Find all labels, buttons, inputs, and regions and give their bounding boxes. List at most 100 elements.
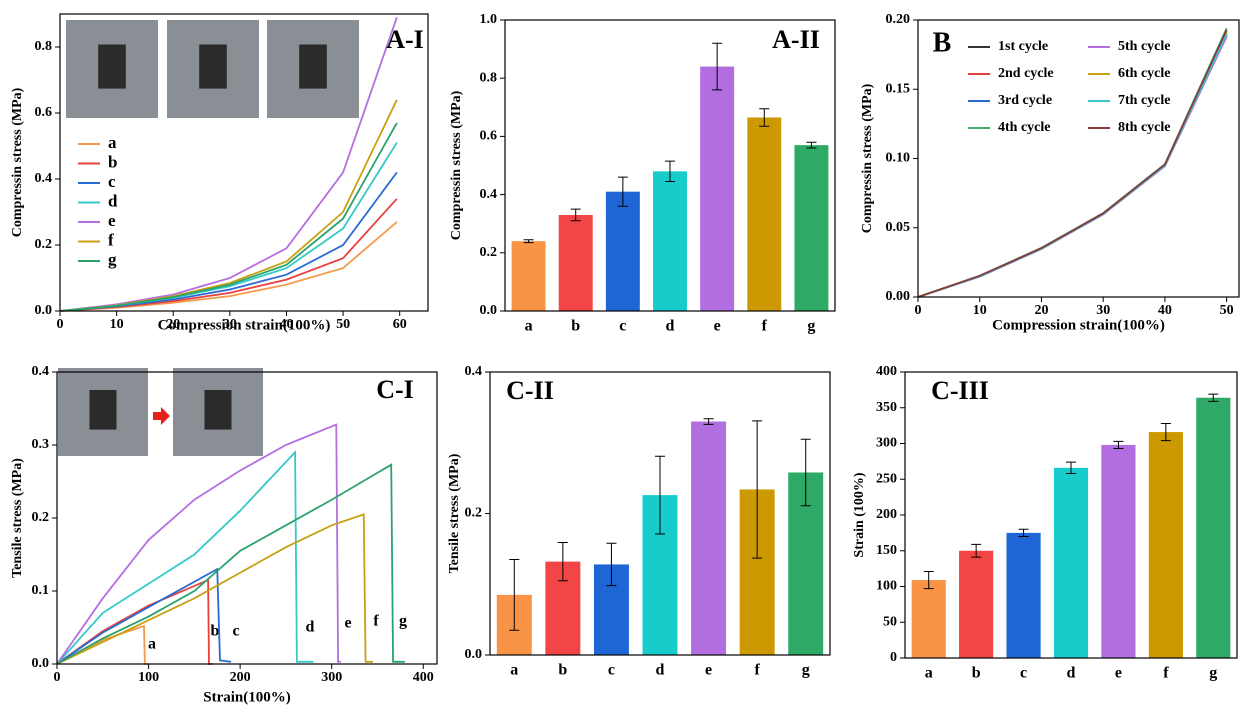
y-axis-title: Compressin stress (MPa) — [10, 87, 25, 237]
line — [917, 33, 1228, 298]
bar — [1101, 444, 1136, 658]
photo-detail — [204, 390, 232, 430]
y-tick-label: 0.8 — [35, 39, 53, 54]
line — [917, 27, 1228, 298]
error-bar — [1208, 393, 1219, 402]
line — [917, 30, 1228, 298]
y-tick-label: 400 — [876, 364, 897, 379]
y-tick-label: 0.0 — [465, 647, 483, 662]
panel-title: A-II — [772, 25, 820, 54]
x-tick-label: 0 — [915, 303, 922, 318]
line — [917, 36, 1228, 298]
x-tick-label: g — [1209, 665, 1217, 682]
panel-title: A-I — [386, 25, 424, 54]
plot-frame — [489, 371, 831, 656]
error-bar — [1160, 422, 1171, 442]
x-tick-label: d — [666, 318, 675, 335]
legend-label: 3rd cycle — [998, 93, 1052, 108]
bar — [747, 117, 782, 311]
error-bar — [1066, 461, 1076, 475]
y-tick-label: 150 — [876, 543, 897, 558]
y-tick-label: 0.8 — [480, 70, 498, 85]
x-tick-label: a — [510, 662, 518, 679]
error-bar — [712, 42, 723, 91]
y-tick-label: 0.2 — [35, 237, 53, 252]
error-bar — [923, 570, 934, 590]
legend-label: 5th cycle — [1118, 39, 1170, 54]
y-tick-label: 0.20 — [886, 12, 911, 27]
x-tick-label: 20 — [1034, 303, 1048, 318]
error-bar — [523, 239, 534, 244]
y-tick-label: 0.10 — [886, 151, 911, 166]
y-tick-label: 0.15 — [886, 81, 911, 96]
line-label: c — [232, 623, 239, 640]
y-tick-label: 350 — [876, 400, 897, 415]
error-bar — [665, 160, 675, 183]
x-axis-title: Compression strain(100%) — [992, 317, 1165, 333]
x-tick-label: 0 — [54, 670, 61, 685]
line — [56, 423, 341, 665]
x-tick-label: f — [1163, 665, 1169, 682]
error-bar — [570, 208, 581, 222]
x-tick-label: e — [705, 662, 712, 679]
legend-label: 1st cycle — [998, 39, 1048, 54]
y-tick-label: 250 — [876, 471, 897, 486]
x-tick-label: 10 — [110, 317, 124, 332]
line — [917, 33, 1228, 298]
x-tick-label: g — [807, 318, 815, 335]
x-tick-label: 0 — [57, 317, 64, 332]
x-tick-label: 30 — [223, 317, 237, 332]
y-tick-label: 0.2 — [480, 245, 498, 260]
line-label: f — [373, 613, 379, 630]
bar — [700, 66, 735, 311]
y-axis-title: Compressin stress (MPa) — [860, 83, 875, 233]
x-tick-label: 50 — [336, 317, 350, 332]
panel-title: B — [933, 27, 952, 58]
error-bar — [1113, 440, 1124, 450]
line — [59, 122, 398, 312]
line-label: d — [306, 619, 315, 636]
legend-label: f — [108, 230, 114, 249]
y-tick-label: 0.4 — [465, 364, 483, 379]
legend-label: a — [108, 133, 117, 152]
bar — [1053, 467, 1089, 658]
x-tick-label: c — [1020, 665, 1027, 682]
plot-frame — [59, 13, 429, 312]
bar — [558, 214, 593, 311]
panel-title: C-II — [506, 376, 554, 405]
plot-frame — [56, 371, 438, 665]
photo-detail — [89, 390, 117, 430]
x-tick-label: e — [1115, 665, 1122, 682]
x-tick-label: 100 — [138, 670, 159, 685]
x-tick-label: 20 — [166, 317, 180, 332]
x-tick-label: d — [1067, 665, 1076, 682]
x-tick-label: g — [802, 662, 810, 679]
plot-frame — [904, 371, 1238, 659]
y-tick-label: 0.4 — [32, 364, 50, 379]
y-tick-label: 200 — [876, 507, 897, 522]
x-tick-label: 40 — [279, 317, 293, 332]
legend-label: 2nd cycle — [998, 66, 1054, 81]
y-tick-label: 0 — [890, 650, 897, 665]
line-label: g — [399, 613, 407, 630]
bar — [1196, 397, 1231, 658]
bar — [1006, 532, 1041, 658]
error-bar — [655, 455, 665, 535]
error-bar — [759, 108, 770, 127]
legend-label: 4th cycle — [998, 120, 1050, 135]
y-tick-label: 0.2 — [32, 510, 50, 525]
x-axis-title: Strain(100%) — [203, 689, 291, 705]
x-tick-label: 300 — [321, 670, 342, 685]
x-tick-label: f — [754, 662, 760, 679]
line — [56, 567, 232, 665]
x-tick-label: b — [571, 318, 580, 335]
x-tick-label: c — [608, 662, 615, 679]
line — [917, 29, 1228, 298]
photo-detail — [98, 44, 126, 89]
y-axis-title: Tensile stress (MPa) — [447, 453, 462, 573]
x-tick-label: a — [925, 665, 933, 682]
x-tick-label: 400 — [413, 670, 434, 685]
line — [56, 450, 314, 665]
legend-label: d — [108, 191, 118, 210]
bar — [605, 191, 640, 311]
